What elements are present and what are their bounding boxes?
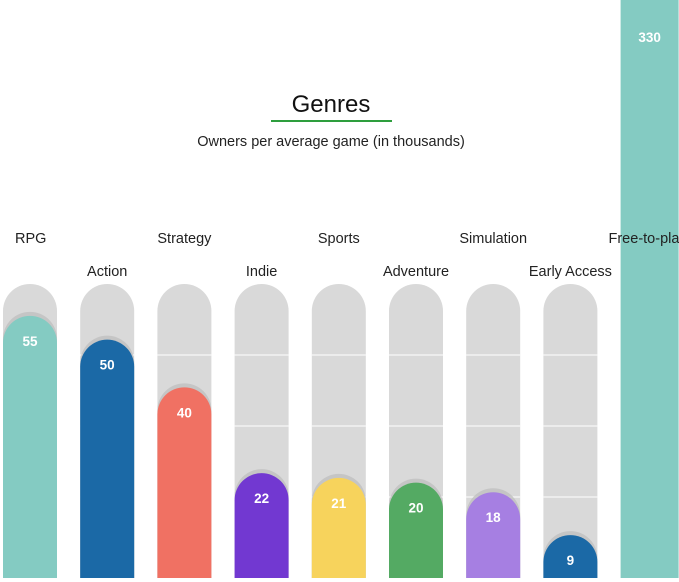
chart-title: Genres — [292, 91, 371, 118]
category-label: Early Access — [529, 264, 612, 280]
bar — [157, 387, 212, 578]
category-label: Action — [87, 264, 127, 280]
value-label: 18 — [486, 510, 502, 525]
bar — [466, 492, 521, 578]
category-label: Free-to-play — [609, 231, 679, 247]
value-label: 9 — [567, 553, 575, 568]
value-label: 50 — [100, 358, 115, 373]
value-labels: 55 50 40 22 21 20 18 9 330 — [22, 30, 660, 568]
value-label: 40 — [177, 405, 192, 420]
chart-subtitle: Owners per average game (in thousands) — [197, 134, 465, 150]
bars — [3, 0, 679, 578]
bar — [389, 482, 443, 578]
category-label: Sports — [318, 231, 360, 247]
bar — [543, 535, 598, 578]
category-label: Adventure — [383, 264, 449, 280]
value-label: 21 — [331, 496, 347, 511]
bar — [3, 315, 57, 578]
category-label: Strategy — [157, 231, 212, 247]
bar — [311, 477, 366, 578]
bar — [620, 0, 679, 578]
category-labels: RPG Action Strategy Indie Sports Adventure Sim… — [15, 231, 679, 280]
value-label: 55 — [22, 334, 38, 349]
value-label: 22 — [254, 491, 269, 506]
category-label: Simulation — [459, 231, 527, 247]
value-label: 330 — [638, 30, 661, 45]
bar — [80, 339, 135, 578]
category-label: Indie — [246, 264, 277, 280]
category-label: RPG — [15, 231, 46, 247]
bar-track — [543, 284, 598, 578]
value-label: 20 — [408, 501, 423, 516]
bar — [234, 473, 289, 578]
